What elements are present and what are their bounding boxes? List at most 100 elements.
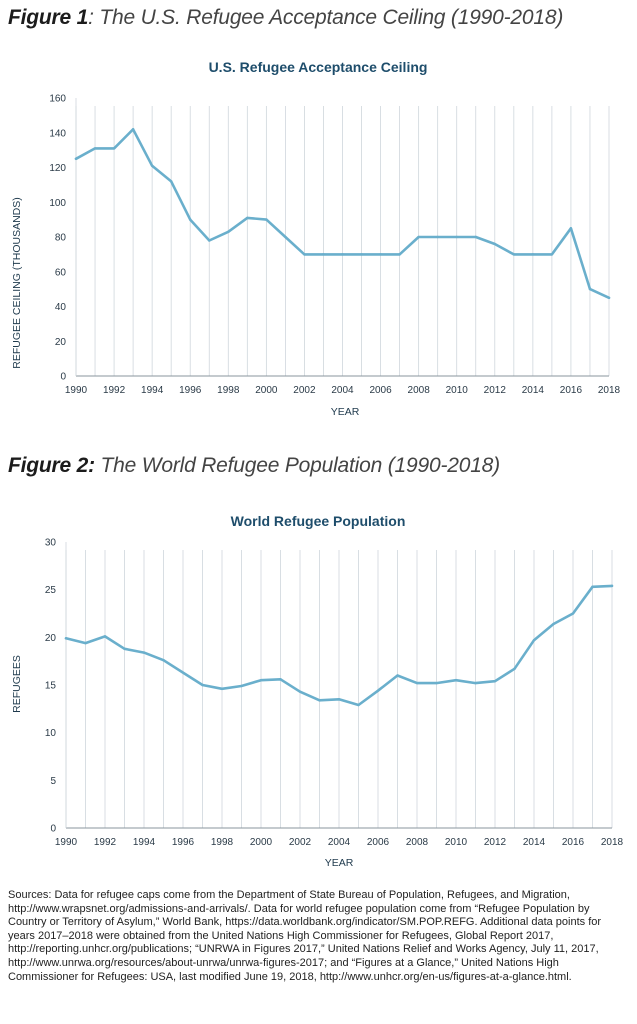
x-tick-label: 2004 (328, 837, 351, 848)
x-tick-label: 2018 (598, 385, 621, 396)
data-point (588, 287, 592, 291)
data-point (435, 681, 438, 685)
x-tick-label: 2014 (522, 385, 545, 396)
y-tick-label: 80 (55, 233, 67, 244)
x-tick-label: 2010 (446, 385, 469, 396)
data-point (103, 635, 107, 638)
x-tick-label: 1996 (179, 385, 202, 396)
data-point (474, 681, 477, 685)
y-tick-label: 15 (45, 681, 57, 692)
x-tick-label: 2002 (289, 837, 312, 848)
x-tick-label: 2016 (560, 385, 583, 396)
data-point (337, 698, 341, 701)
data-point (513, 667, 516, 670)
chart-2-title: World Refugee Population (231, 513, 406, 529)
data-point (298, 690, 302, 693)
data-point (493, 679, 497, 683)
data-point (64, 637, 68, 640)
data-point (607, 296, 611, 300)
x-tick-label: 2006 (367, 837, 390, 848)
y-tick-label: 60 (55, 267, 67, 278)
data-point (571, 612, 575, 615)
data-point (341, 253, 344, 256)
data-point (357, 703, 360, 707)
data-point (112, 147, 116, 150)
data-point (265, 218, 268, 221)
data-point (240, 684, 243, 688)
data-point (396, 674, 399, 677)
data-point (454, 679, 458, 682)
y-tick-label: 40 (55, 302, 67, 313)
data-point (169, 180, 173, 183)
y-tick-label: 20 (45, 633, 57, 644)
data-point (181, 671, 185, 674)
data-point (318, 699, 321, 702)
data-point (246, 216, 249, 220)
y-tick-label: 0 (50, 824, 56, 835)
data-point (455, 235, 458, 239)
data-point (227, 230, 230, 233)
x-tick-label: 2008 (406, 837, 429, 848)
data-point (284, 235, 287, 239)
data-point (532, 638, 536, 642)
data-point (93, 147, 97, 150)
world-refugee-population-chart: World Refugee Population 0 5 10 15 20 25 30 19… (11, 513, 624, 869)
data-point (279, 678, 282, 681)
data-point (360, 253, 363, 256)
data-point (150, 164, 154, 167)
y-tick-label: 0 (60, 372, 66, 383)
x-tick-label: 2006 (369, 385, 392, 396)
data-point (474, 235, 477, 239)
data-point (591, 585, 594, 589)
data-point (84, 641, 87, 645)
refugee-ceiling-chart: U.S. Refugee Acceptance Ceiling 0 20 40 60 8… (11, 59, 621, 418)
data-point (201, 683, 204, 687)
x-tick-label: 1990 (65, 385, 88, 396)
data-point (123, 647, 126, 650)
data-point (74, 157, 78, 161)
chart-1-x-axis-title: YEAR (331, 406, 360, 418)
y-tick-label: 25 (45, 585, 57, 596)
x-tick-label: 2000 (250, 837, 273, 848)
x-tick-label: 2014 (523, 837, 546, 848)
y-tick-label: 120 (49, 163, 66, 174)
data-point (131, 128, 135, 131)
data-point (569, 227, 573, 230)
data-point (417, 235, 420, 239)
data-point (493, 242, 496, 246)
data-point (259, 679, 263, 682)
figure-2-label: Figure 2: (8, 454, 95, 477)
x-tick-label: 2010 (445, 837, 468, 848)
x-tick-label: 1998 (211, 837, 234, 848)
data-point (398, 253, 401, 256)
chart-2-y-axis-title: REFUGEES (11, 655, 23, 713)
data-point (436, 235, 439, 239)
x-tick-label: 2008 (408, 385, 431, 396)
x-tick-label: 1992 (94, 837, 117, 848)
data-point (415, 681, 419, 685)
chart-2-x-axis-title: YEAR (325, 857, 354, 869)
y-tick-label: 160 (49, 94, 66, 105)
figure-1-heading: Figure 1: The U.S. Refugee Acceptance Ce… (8, 6, 563, 30)
sources-note: Sources: Data for refugee caps come from… (8, 889, 602, 983)
data-point (303, 253, 306, 256)
data-point (376, 689, 380, 692)
data-point (610, 584, 614, 588)
y-tick-label: 30 (45, 538, 57, 549)
x-tick-label: 1992 (103, 385, 126, 396)
x-tick-label: 1990 (55, 837, 78, 848)
x-tick-label: 2000 (255, 385, 278, 396)
data-point (552, 622, 555, 626)
y-tick-label: 20 (55, 337, 67, 348)
y-tick-label: 100 (49, 198, 66, 209)
x-tick-label: 2004 (331, 385, 354, 396)
x-tick-label: 1998 (217, 385, 240, 396)
figure-1-title: : The U.S. Refugee Acceptance Ceiling (1… (88, 6, 564, 29)
data-point (142, 651, 146, 654)
figure-1-label: Figure 1 (8, 6, 89, 29)
x-tick-label: 2012 (484, 385, 507, 396)
x-tick-label: 2016 (562, 837, 585, 848)
x-tick-label: 1994 (141, 385, 164, 396)
chart-1-y-axis-title: REFUGEE CEILING (THOUSANDS) (11, 197, 23, 369)
data-point (220, 687, 224, 691)
